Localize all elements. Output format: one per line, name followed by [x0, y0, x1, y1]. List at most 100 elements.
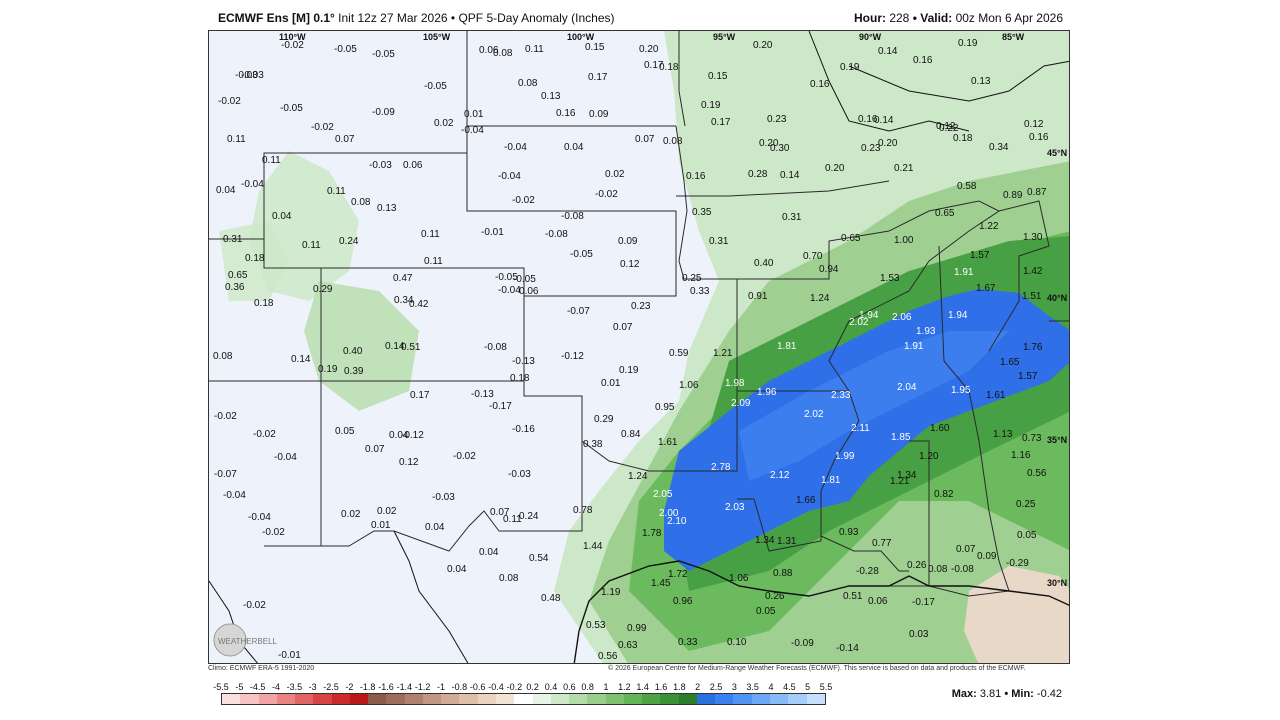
anomaly-value-label: -0.16: [512, 424, 535, 435]
lon-label-110w: 110°W: [279, 32, 306, 42]
anomaly-value-label: 1.51: [1022, 291, 1042, 302]
anomaly-value-label: -0.07: [567, 306, 590, 317]
anomaly-value-label: 0.07: [490, 507, 510, 518]
colorbar-swatch: [477, 694, 496, 704]
anomaly-value-label: 0.08: [518, 78, 538, 89]
anomaly-value-label: 1.20: [919, 451, 939, 462]
anomaly-value-label: 0.40: [754, 258, 774, 269]
anomaly-value-label: 2.12: [770, 470, 790, 481]
colorbar-swatch: [258, 694, 277, 704]
anomaly-value-label: 1.45: [651, 578, 671, 589]
anomaly-value-label: 0.01: [601, 378, 621, 389]
anomaly-value-label: 0.25: [682, 273, 702, 284]
anomaly-value-label: 0.65: [841, 233, 861, 244]
colorbar-tick-label: -4.5: [249, 682, 266, 692]
anomaly-value-label: -0.05: [372, 49, 395, 60]
map-panel[interactable]: 110°W 105°W 100°W 95°W 90°W 85°W 45°N 40…: [208, 30, 1070, 664]
colorbar-tick-label: 2.5: [709, 682, 723, 692]
degree-symbol: °: [330, 11, 335, 25]
anomaly-value-label: 0.20: [759, 138, 779, 149]
anomaly-value-label: -0.05: [495, 272, 518, 283]
anomaly-value-label: 1.99: [835, 451, 855, 462]
anomaly-value-label: 0.65: [935, 208, 955, 219]
colorbar-tick-label: 2: [695, 682, 701, 692]
header-title: ECMWF Ens [M] 0.1° Init 12z 27 Mar 2026 …: [218, 11, 615, 25]
anomaly-value-label: 0.56: [598, 651, 618, 662]
state-borders: [209, 31, 1069, 597]
anomaly-value-label: 0.08: [663, 136, 683, 147]
anomaly-value-label: 0.65: [228, 270, 248, 281]
anomaly-value-label: -0.04: [461, 125, 484, 136]
anomaly-value-label: 1.31: [777, 536, 797, 547]
anomaly-value-label: 0.28: [748, 169, 768, 180]
colorbar-tick-label: 1.8: [673, 682, 686, 692]
anomaly-value-label: -0.09: [791, 638, 814, 649]
colorbar-tick-label: -2.5: [323, 682, 339, 692]
copyright-note: © 2026 European Centre for Medium-Range …: [608, 665, 1026, 672]
anomaly-value-label: 0.18: [953, 133, 973, 144]
anomaly-value-label: 0.08: [493, 48, 513, 59]
anomaly-value-label: 0.31: [223, 234, 243, 245]
anomaly-value-label: 0.04: [272, 211, 292, 222]
colorbar-tick-label: -5.5: [213, 682, 229, 692]
anomaly-value-label: -0.04: [274, 452, 297, 463]
anomaly-value-label: 0.12: [936, 121, 956, 132]
anomaly-value-label: 0.78: [573, 505, 593, 516]
anomaly-value-label: 0.20: [753, 40, 773, 51]
anomaly-value-label: 1.60: [930, 423, 950, 434]
anomaly-value-label: 0.11: [525, 44, 544, 55]
anomaly-value-label: -0.02: [262, 527, 285, 538]
anomaly-value-label: 0.11: [327, 186, 346, 197]
anomaly-value-label: 0.02: [377, 506, 397, 517]
anomaly-value-label: 0.15: [585, 42, 605, 53]
anomaly-value-label: -0.02: [311, 122, 334, 133]
anomaly-value-label: 1.66: [796, 495, 816, 506]
colorbar-tick-label: -0.8: [451, 682, 468, 692]
valid-value: 00z Mon 6 Apr 2026: [952, 11, 1063, 25]
anomaly-value-label: 2.78: [711, 462, 731, 473]
anomaly-value-label: 0.20: [639, 44, 659, 55]
colorbar-swatch: [751, 694, 770, 704]
anomaly-value-label: -0.02: [218, 96, 241, 107]
colorbar-swatch: [459, 694, 478, 704]
colorbar-swatch: [532, 694, 551, 704]
anomaly-value-label: 0.06: [403, 160, 423, 171]
anomaly-value-label: 1.13: [993, 429, 1013, 440]
colorbar-swatch: [587, 694, 606, 704]
anomaly-value-label: 2.00: [659, 508, 679, 519]
anomaly-value-label: -0.05: [424, 81, 447, 92]
anomaly-value-label: -0.01: [278, 650, 301, 661]
anomaly-value-label: 0.09: [618, 236, 638, 247]
max-label: Max:: [951, 688, 977, 700]
colorbar-tick-label: 3: [731, 682, 737, 692]
anomaly-value-label: 0.10: [727, 637, 747, 648]
colorbar-swatch: [642, 694, 661, 704]
anomaly-value-label: 2.02: [804, 409, 824, 420]
anomaly-value-label: 0.04: [479, 547, 499, 558]
anomaly-value-label: 0.08: [499, 573, 519, 584]
colorbar-tick-label: 4.5: [783, 682, 796, 692]
anomaly-value-label: 1.96: [757, 387, 777, 398]
anomaly-value-label: 0.19: [958, 38, 978, 49]
valid-label: • Valid:: [912, 11, 953, 25]
separator-bullet: •: [447, 11, 459, 25]
anomaly-value-label: 1.24: [628, 471, 648, 482]
anomaly-value-label: 1.94: [859, 310, 879, 321]
colorbar-swatch: [696, 694, 716, 704]
anomaly-value-label: 0.16: [556, 108, 576, 119]
anomaly-value-label: 1.81: [821, 475, 841, 486]
anomaly-value-label: 0.08: [928, 564, 948, 575]
anomaly-value-label: -0.08: [484, 342, 507, 353]
anomaly-value-label: 0.48: [541, 593, 561, 604]
lat-label-30n: 30°N: [1047, 578, 1068, 588]
colorbar-tick-label: 4: [768, 682, 774, 692]
anomaly-value-label: 0.87: [1027, 187, 1047, 198]
colorbar-swatch: [806, 694, 825, 704]
lon-label-90w: 90°W: [859, 32, 882, 42]
anomaly-value-label: 0.14: [385, 341, 405, 352]
anomaly-value-label: 1.76: [1023, 342, 1043, 353]
anomaly-value-label: 0.93: [839, 527, 859, 538]
anomaly-value-label: 0.02: [434, 118, 454, 129]
anomaly-value-label: -0.04: [504, 142, 527, 153]
anomaly-value-label: -0.02: [243, 600, 266, 611]
